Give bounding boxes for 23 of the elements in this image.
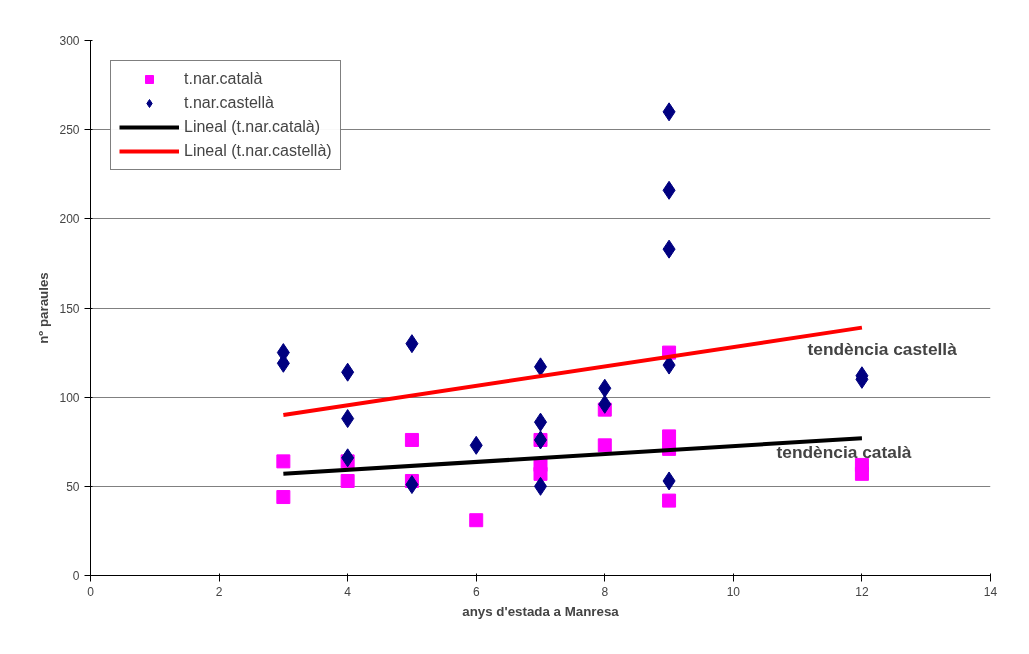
x-axis-title: anys d'estada a Manresa xyxy=(462,603,620,619)
x-tick-label: 2 xyxy=(215,584,223,599)
y-tick-label: 100 xyxy=(59,390,80,405)
legend-label: Lineal (t.nar.català) xyxy=(184,118,321,136)
x-tick-label: 12 xyxy=(855,584,869,599)
legend-label: t.nar.castellà xyxy=(184,94,274,112)
y-axis-title: nº paraules xyxy=(36,272,52,344)
x-tick-label: 6 xyxy=(472,584,480,599)
annotation: tendència català xyxy=(776,441,912,462)
y-tick-label: 50 xyxy=(66,479,80,494)
y-tick-label: 0 xyxy=(72,569,80,583)
x-tick-label: 10 xyxy=(726,584,741,599)
x-tick-label: 8 xyxy=(601,584,609,599)
y-tick-label: 300 xyxy=(59,34,80,48)
x-tick-label: 14 xyxy=(983,584,998,599)
y-tick-label: 250 xyxy=(59,123,80,138)
annotation: tendència castellà xyxy=(807,338,958,359)
x-tick-label: 0 xyxy=(87,584,95,599)
x-tick-label: 4 xyxy=(344,584,352,599)
y-tick-label: 150 xyxy=(59,301,80,316)
legend-label: t.nar.català xyxy=(184,70,263,88)
legend-label: Lineal (t.nar.castellà) xyxy=(184,142,332,160)
y-tick-label: 200 xyxy=(59,212,80,227)
